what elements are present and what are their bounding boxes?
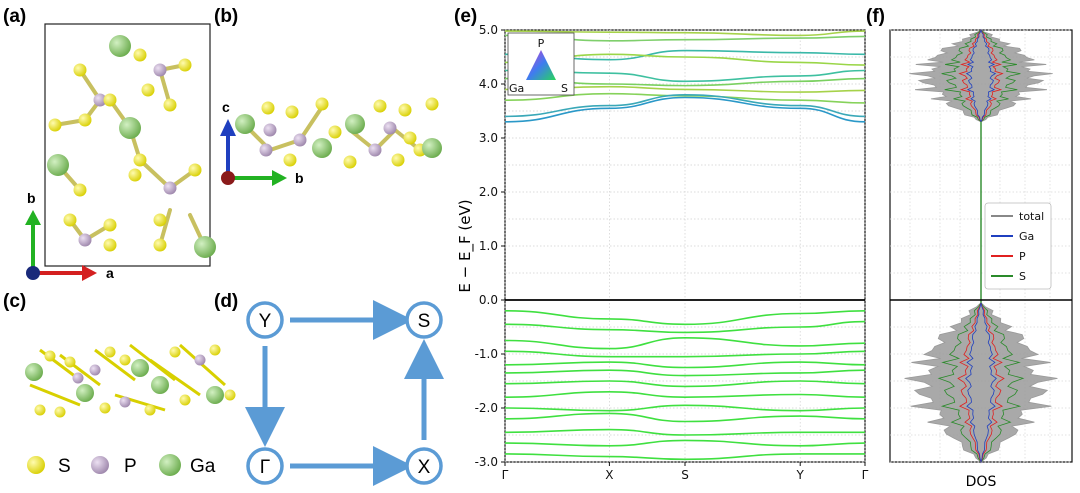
panel-label-a: (a) <box>3 6 26 27</box>
band-x-tick-label: S <box>681 468 689 482</box>
colormap-left-label: Ga <box>509 82 524 95</box>
dos-legend-label: S <box>1019 270 1026 283</box>
band-y-tick-label: 3.0 <box>479 131 498 145</box>
band-x-tick-label: X <box>605 468 613 482</box>
colormap-right-label: S <box>561 82 568 95</box>
legend-swatch-p <box>91 456 109 474</box>
band-y-tick-label: -3.0 <box>475 455 498 469</box>
legend-label-ga: Ga <box>190 456 216 477</box>
colormap-top-label: P <box>538 37 545 50</box>
band-y-tick-label: 2.0 <box>479 185 498 199</box>
panel-label-f: (f) <box>866 6 885 27</box>
panel-label-c: (c) <box>3 291 26 312</box>
conduction-band-line <box>504 96 866 123</box>
kpoint-y: Y <box>246 301 284 339</box>
band-y-tick-label: -2.0 <box>475 401 498 415</box>
valence-band-line <box>504 439 866 447</box>
legend-label-p: P <box>124 456 137 477</box>
band-y-tick-label: 4.0 <box>479 77 498 91</box>
dos-legend-label: P <box>1019 250 1026 263</box>
axis-b-label-2: b <box>295 170 304 186</box>
conduction-band-line <box>504 93 866 118</box>
kpoint-gamma: Γ <box>246 447 284 485</box>
kpath-diagram: Y S Γ X <box>245 300 444 486</box>
valence-band-line <box>504 390 866 399</box>
axis-a-label: a <box>106 265 114 281</box>
band-x-tick-label: Γ <box>502 468 509 482</box>
valence-band-line <box>504 412 866 423</box>
legend-swatch-s <box>27 456 45 474</box>
colormap-triangle-legend: P Ga S <box>507 32 575 96</box>
valence-band-line <box>504 361 866 369</box>
valence-band-line <box>504 369 866 377</box>
crystal-structure-a: b a <box>25 23 216 281</box>
crystal-structure-b: c b <box>220 97 442 186</box>
valence-band-line <box>504 380 866 388</box>
dos-legend-label: Ga <box>1019 230 1034 243</box>
svg-text:Γ: Γ <box>260 457 270 478</box>
axis-b-label: b <box>27 190 36 206</box>
band-y-tick-label: 5.0 <box>479 23 498 37</box>
legend-swatch-ga <box>159 454 181 476</box>
dos-chart: DOS total Ga PS <box>889 28 1073 490</box>
unit-cell-box <box>44 23 211 267</box>
svg-text:X: X <box>418 457 431 478</box>
band-y-tick-label: 1.0 <box>479 239 498 253</box>
atom-legend: S P Ga <box>27 454 216 477</box>
band-y-tick-label: 0.0 <box>479 293 498 307</box>
conduction-band-line <box>504 92 866 104</box>
valence-band-line <box>504 404 866 412</box>
legend-label-s: S <box>58 456 71 477</box>
axis-c-dot <box>26 266 40 280</box>
band-structure-chart: 5.0 4.0 3.0 2.0 1.0 0.0 -1.0 -2.0 -3.0 Γ X S Y Γ E −… <box>456 23 869 482</box>
band-y-tick-label: -1.0 <box>475 347 498 361</box>
crystal-structure-c <box>25 343 236 418</box>
svg-text:S: S <box>418 311 431 332</box>
valence-band-line <box>504 336 866 350</box>
dos-legend: total Ga PS <box>984 202 1052 290</box>
band-x-tick-label: Γ <box>862 468 869 482</box>
kpoint-x: X <box>405 447 443 485</box>
kpoint-s: S <box>405 301 443 339</box>
valence-band-line <box>504 320 866 334</box>
valence-band-line <box>504 350 866 358</box>
valence-band-line <box>504 428 865 436</box>
panel-label-d: (d) <box>214 291 238 312</box>
conduction-band-line <box>504 30 866 37</box>
valence-band-line <box>504 310 866 326</box>
band-y-axis-label: E − E_F (eV) <box>456 199 475 292</box>
band-x-tick-label: Y <box>796 468 805 482</box>
axis-c-label: c <box>222 99 230 115</box>
dos-legend-label: total <box>1019 210 1044 223</box>
valence-band-line <box>504 453 865 461</box>
panel-label-b: (b) <box>214 6 238 27</box>
axis-a-dot <box>221 171 235 185</box>
svg-text:Y: Y <box>259 311 272 332</box>
dos-x-axis-label: DOS <box>966 474 997 490</box>
band-y-ticks: 5.0 4.0 3.0 2.0 1.0 0.0 -1.0 -2.0 -3.0 <box>475 23 505 469</box>
panel-label-e: (e) <box>454 6 477 27</box>
